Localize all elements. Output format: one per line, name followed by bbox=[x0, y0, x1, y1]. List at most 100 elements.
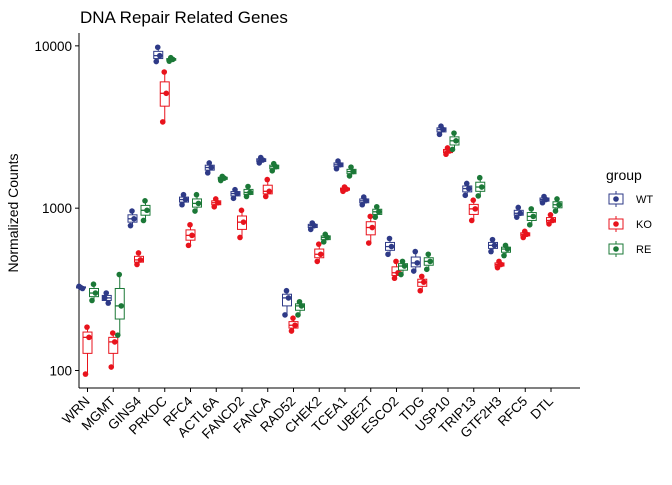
data-point bbox=[230, 195, 237, 202]
data-point bbox=[105, 300, 112, 306]
data-point bbox=[488, 248, 494, 255]
data-point bbox=[462, 192, 469, 199]
data-point bbox=[517, 210, 524, 217]
data-point bbox=[296, 298, 303, 305]
data-point bbox=[192, 208, 198, 214]
data-point bbox=[153, 58, 160, 65]
data-point bbox=[269, 167, 276, 174]
data-point bbox=[375, 208, 382, 215]
data-point bbox=[373, 203, 380, 210]
legend-point bbox=[613, 196, 619, 202]
data-point bbox=[399, 258, 406, 265]
data-point bbox=[496, 258, 502, 265]
data-point bbox=[438, 123, 444, 129]
data-point bbox=[385, 251, 391, 258]
data-point bbox=[243, 193, 250, 200]
data-point bbox=[515, 204, 522, 211]
legend: group WT KO RE bbox=[606, 167, 653, 257]
data-point bbox=[315, 241, 322, 247]
data-point bbox=[182, 196, 189, 203]
data-point bbox=[109, 330, 116, 336]
legend-label: WT bbox=[636, 194, 653, 206]
data-point bbox=[549, 217, 556, 224]
legend-title: group bbox=[606, 167, 642, 183]
data-point bbox=[292, 322, 298, 329]
y-axis-label: Normalized Counts bbox=[5, 153, 21, 272]
data-point bbox=[436, 131, 443, 138]
data-point bbox=[470, 197, 477, 203]
data-point bbox=[129, 208, 135, 214]
data-point bbox=[189, 232, 195, 239]
data-point bbox=[118, 303, 125, 309]
data-point bbox=[425, 251, 432, 258]
data-point bbox=[247, 189, 253, 196]
data-point bbox=[219, 173, 226, 180]
data-point bbox=[193, 191, 200, 198]
data-point bbox=[367, 213, 374, 220]
data-point bbox=[322, 231, 329, 238]
data-point bbox=[142, 198, 148, 204]
data-point bbox=[195, 200, 202, 207]
data-point bbox=[420, 279, 427, 285]
data-point bbox=[314, 258, 321, 265]
data-point bbox=[135, 250, 142, 256]
data-point bbox=[290, 315, 296, 321]
legend-label: RE bbox=[636, 244, 651, 256]
series-ko bbox=[82, 69, 556, 377]
box bbox=[108, 336, 119, 354]
data-point bbox=[453, 138, 459, 144]
data-point bbox=[101, 295, 108, 301]
data-point bbox=[245, 183, 251, 190]
data-point bbox=[144, 207, 150, 214]
data-point bbox=[346, 173, 353, 179]
data-point bbox=[206, 160, 213, 166]
y-tick-label: 100 bbox=[49, 363, 72, 378]
data-point bbox=[187, 221, 193, 228]
box bbox=[82, 331, 93, 354]
data-point bbox=[161, 69, 168, 75]
data-point bbox=[451, 130, 457, 136]
data-point bbox=[444, 145, 451, 151]
data-point bbox=[410, 268, 417, 274]
data-point bbox=[417, 287, 424, 294]
data-point bbox=[350, 168, 356, 175]
data-point bbox=[418, 273, 425, 280]
legend-point bbox=[613, 246, 619, 252]
data-point bbox=[552, 208, 559, 214]
data-point bbox=[86, 334, 92, 341]
data-point bbox=[388, 243, 395, 250]
data-point bbox=[348, 164, 354, 170]
data-point bbox=[546, 221, 552, 227]
data-point bbox=[156, 52, 163, 59]
y-tick-label: 1000 bbox=[42, 201, 72, 216]
data-point bbox=[391, 275, 398, 282]
data-point bbox=[282, 312, 288, 318]
data-point bbox=[541, 193, 547, 200]
data-point bbox=[528, 206, 535, 212]
data-point bbox=[335, 158, 341, 164]
data-point bbox=[103, 290, 110, 296]
data-point bbox=[108, 364, 115, 370]
data-point bbox=[288, 328, 295, 334]
data-point bbox=[134, 261, 140, 268]
data-point bbox=[185, 242, 192, 249]
data-point bbox=[77, 284, 84, 291]
data-point bbox=[159, 119, 166, 125]
data-point bbox=[521, 228, 528, 235]
data-point bbox=[489, 236, 496, 243]
data-point bbox=[131, 216, 137, 222]
data-point bbox=[262, 193, 269, 200]
data-point bbox=[116, 271, 123, 278]
data-point bbox=[372, 214, 379, 220]
data-point bbox=[84, 324, 90, 330]
data-point bbox=[478, 184, 485, 190]
data-point bbox=[465, 185, 472, 192]
chart-title: DNA Repair Related Genes bbox=[80, 8, 288, 27]
data-point bbox=[365, 240, 372, 246]
data-point bbox=[547, 212, 554, 218]
data-point bbox=[449, 146, 456, 153]
data-point bbox=[208, 164, 215, 171]
data-point bbox=[179, 201, 185, 208]
data-point bbox=[412, 248, 419, 255]
